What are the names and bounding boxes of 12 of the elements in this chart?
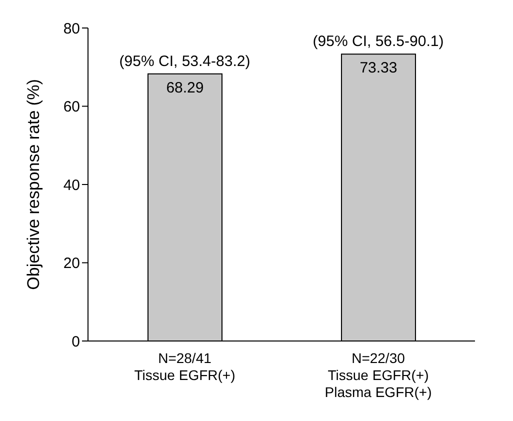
data-label: 68.29 — [166, 79, 204, 96]
x-tick-label: N=22/30 Tissue EGFR(+) Plasma EGFR(+) — [324, 350, 432, 400]
x-tick-label: N=28/41 Tissue EGFR(+) — [134, 350, 236, 383]
data-label: 73.33 — [360, 60, 398, 77]
y-tick-label: 80 — [63, 20, 80, 38]
annotation: (95% CI, 53.4-83.2) — [119, 52, 250, 70]
y-tick-label: 0 — [72, 333, 80, 350]
y-axis-title: Objective response rate (%) — [24, 79, 44, 290]
y-tick-label: 20 — [63, 255, 80, 272]
y-tick-label: 40 — [63, 176, 80, 194]
y-tick-label: 60 — [63, 98, 80, 116]
annotation: (95% CI, 56.5-90.1) — [312, 33, 444, 50]
